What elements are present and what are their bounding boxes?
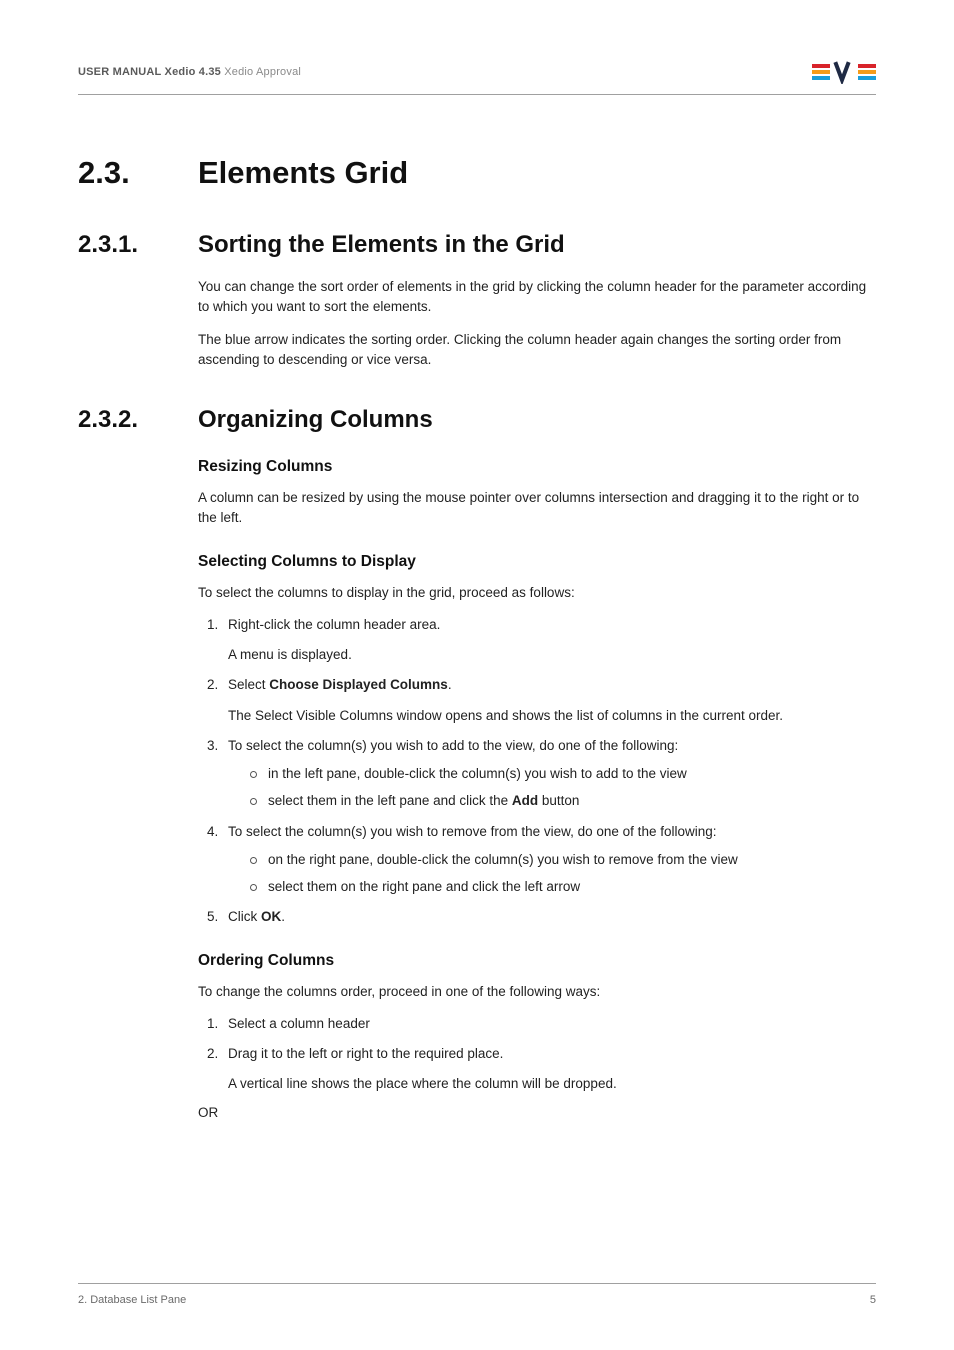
bullet-item: select them on the right pane and click … <box>250 877 876 897</box>
step-prefix: Select <box>228 677 269 692</box>
h2-title: Sorting the Elements in the Grid <box>198 231 565 259</box>
bullet-text: select them on the right pane and click … <box>268 879 580 894</box>
bullet-prefix: select them in the left pane and click t… <box>268 793 512 808</box>
para: The blue arrow indicates the sorting ord… <box>198 330 876 371</box>
evs-logo-icon <box>812 60 876 84</box>
bullet-text: on the right pane, double-click the colu… <box>268 852 738 867</box>
h2-number: 2.3.1. <box>78 231 198 259</box>
step-item: Right-click the column header area. A me… <box>222 615 876 666</box>
bullet-item: select them in the left pane and click t… <box>250 791 876 811</box>
h3-resizing: Resizing Columns <box>198 458 876 476</box>
step-bold: OK <box>261 909 281 924</box>
step-after: A menu is displayed. <box>228 645 876 665</box>
step-item: Select Choose Displayed Columns. The Sel… <box>222 675 876 726</box>
step-text: Right-click the column header area. <box>228 617 440 632</box>
h2-number: 2.3.2. <box>78 406 198 434</box>
page-footer: 2. Database List Pane 5 <box>78 1283 876 1306</box>
step-text: To select the column(s) you wish to remo… <box>228 824 717 839</box>
step-after: The Select Visible Columns window opens … <box>228 706 876 726</box>
step-item: Click OK. <box>222 907 876 927</box>
page-header: USER MANUAL Xedio 4.35 Xedio Approval <box>78 60 876 95</box>
para: You can change the sort order of element… <box>198 277 876 318</box>
section-sorting-body: You can change the sort order of element… <box>198 277 876 370</box>
header-manual-prefix: USER MANUAL <box>78 66 161 78</box>
or-text: OR <box>198 1105 876 1120</box>
step-text: Select a column header <box>228 1016 370 1031</box>
bullet-bold: Add <box>512 793 538 808</box>
para: A column can be resized by using the mou… <box>198 488 876 529</box>
step-text: Drag it to the left or right to the requ… <box>228 1046 503 1061</box>
step-item: Drag it to the left or right to the requ… <box>222 1044 876 1095</box>
bullet-item: in the left pane, double-click the colum… <box>250 764 876 784</box>
h2-title: Organizing Columns <box>198 406 433 434</box>
h2-organizing: 2.3.2. Organizing Columns <box>78 406 876 434</box>
h2-sorting: 2.3.1. Sorting the Elements in the Grid <box>78 231 876 259</box>
steps-selecting: Right-click the column header area. A me… <box>198 615 876 928</box>
header-module: Xedio Approval <box>224 66 301 78</box>
bullet-item: on the right pane, double-click the colu… <box>250 850 876 870</box>
bullet-text: in the left pane, double-click the colum… <box>268 766 687 781</box>
step-bold: Choose Displayed Columns <box>269 677 448 692</box>
bullet-list: on the right pane, double-click the colu… <box>228 850 876 898</box>
footer-page-number: 5 <box>870 1294 876 1306</box>
step-text: To select the column(s) you wish to add … <box>228 738 678 753</box>
steps-ordering: Select a column header Drag it to the le… <box>198 1014 876 1095</box>
header-title: USER MANUAL Xedio 4.35 Xedio Approval <box>78 66 301 78</box>
para: To select the columns to display in the … <box>198 583 876 603</box>
bullet-suffix: button <box>538 793 579 808</box>
h1-title: Elements Grid <box>198 155 408 191</box>
header-product: Xedio 4.35 <box>165 66 221 78</box>
step-item: To select the column(s) you wish to remo… <box>222 822 876 898</box>
para: To change the columns order, proceed in … <box>198 982 876 1002</box>
step-suffix: . <box>448 677 452 692</box>
step-item: Select a column header <box>222 1014 876 1034</box>
h3-selecting: Selecting Columns to Display <box>198 553 876 571</box>
bullet-list: in the left pane, double-click the colum… <box>228 764 876 812</box>
h3-ordering: Ordering Columns <box>198 952 876 970</box>
h1-number: 2.3. <box>78 155 198 191</box>
step-after: A vertical line shows the place where th… <box>228 1074 876 1094</box>
h1: 2.3. Elements Grid <box>78 155 876 191</box>
section-organizing-body: Resizing Columns A column can be resized… <box>198 458 876 1120</box>
step-prefix: Click <box>228 909 261 924</box>
step-suffix: . <box>281 909 285 924</box>
step-item: To select the column(s) you wish to add … <box>222 736 876 812</box>
footer-left: 2. Database List Pane <box>78 1294 186 1306</box>
